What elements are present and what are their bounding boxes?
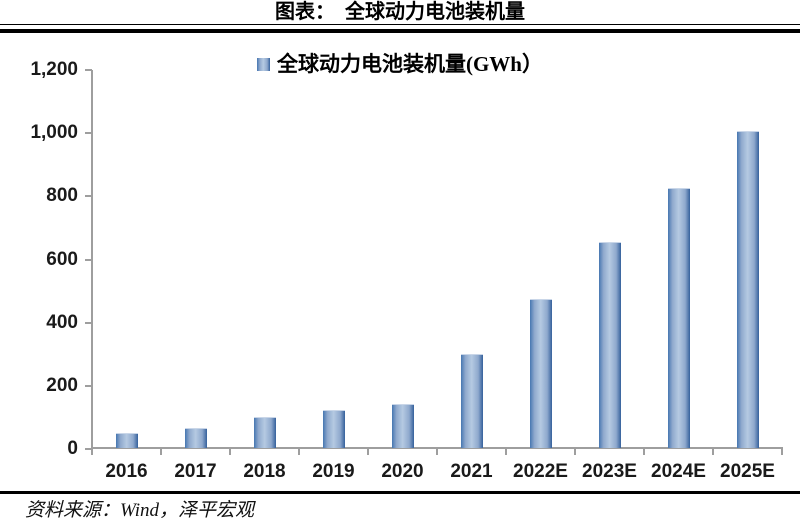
x-tick-label: 2017 [174,461,217,482]
source-note: 资料来源：Wind，泽平宏观 [25,500,255,521]
legend-label: 全球动力电池装机量(GWh） [276,52,543,76]
y-axis-tick [85,132,92,135]
bar-2017 [184,428,207,448]
bar-2016 [115,433,138,448]
x-tick-label: 2022E [513,461,568,482]
y-tick-label: 600 [46,248,78,270]
y-axis-tick [85,384,92,387]
y-tick-label: 1,000 [30,122,78,144]
bar-2020 [391,404,414,448]
x-tick-label: 2016 [105,461,148,482]
bar-2019 [322,410,345,448]
header-rule-thick [0,29,800,33]
y-axis-tick [85,448,92,450]
x-axis-tick [229,449,231,455]
x-tick-label: 2018 [243,461,286,482]
y-axis-tick [85,258,92,261]
x-tick-label: 2023E [582,461,637,482]
x-tick-label: 2019 [312,461,355,482]
bar-2025E [736,131,759,448]
x-axis-line [91,447,783,449]
y-axis-line [91,70,93,449]
x-axis-tick [367,449,369,455]
x-tick-label: 2020 [381,461,424,482]
x-axis-tick [91,449,93,455]
x-axis-tick [298,449,300,455]
bar-2023E [598,241,621,448]
y-tick-label: 200 [46,374,78,396]
bar-2018 [253,417,276,448]
y-tick-label: 1,200 [30,59,78,80]
bar-2021 [460,353,483,448]
y-axis-tick [85,321,92,324]
x-axis-tick [574,449,576,455]
x-axis-tick [160,449,162,455]
plot-area: 0 200 400 600 800 1,000 1,200 2016 2017 2018 2019 2… [30,59,783,482]
x-axis-tick [712,449,714,455]
y-tick-label: 800 [46,185,78,207]
y-tick-label: 0 [67,438,78,459]
y-axis-tick [85,69,92,71]
x-tick-label: 2024E [651,461,706,482]
x-axis-tick [781,449,783,455]
x-axis-tick [643,449,645,455]
legend-marker-icon [256,57,270,71]
figure-title: 图表： 全球动力电池装机量 [275,1,525,23]
y-tick-label: 400 [46,311,78,333]
footer-rule [0,491,800,494]
chart-legend: 全球动力电池装机量(GWh） [0,52,800,76]
x-axis-tick [436,449,438,455]
bar-2024E [667,188,690,448]
y-axis-tick [85,195,92,198]
x-axis-tick [505,449,507,455]
bar-2022E [529,298,552,448]
x-tick-label: 2021 [450,461,493,482]
x-tick-label: 2025E [720,461,775,482]
header-rule-thin [0,24,800,25]
